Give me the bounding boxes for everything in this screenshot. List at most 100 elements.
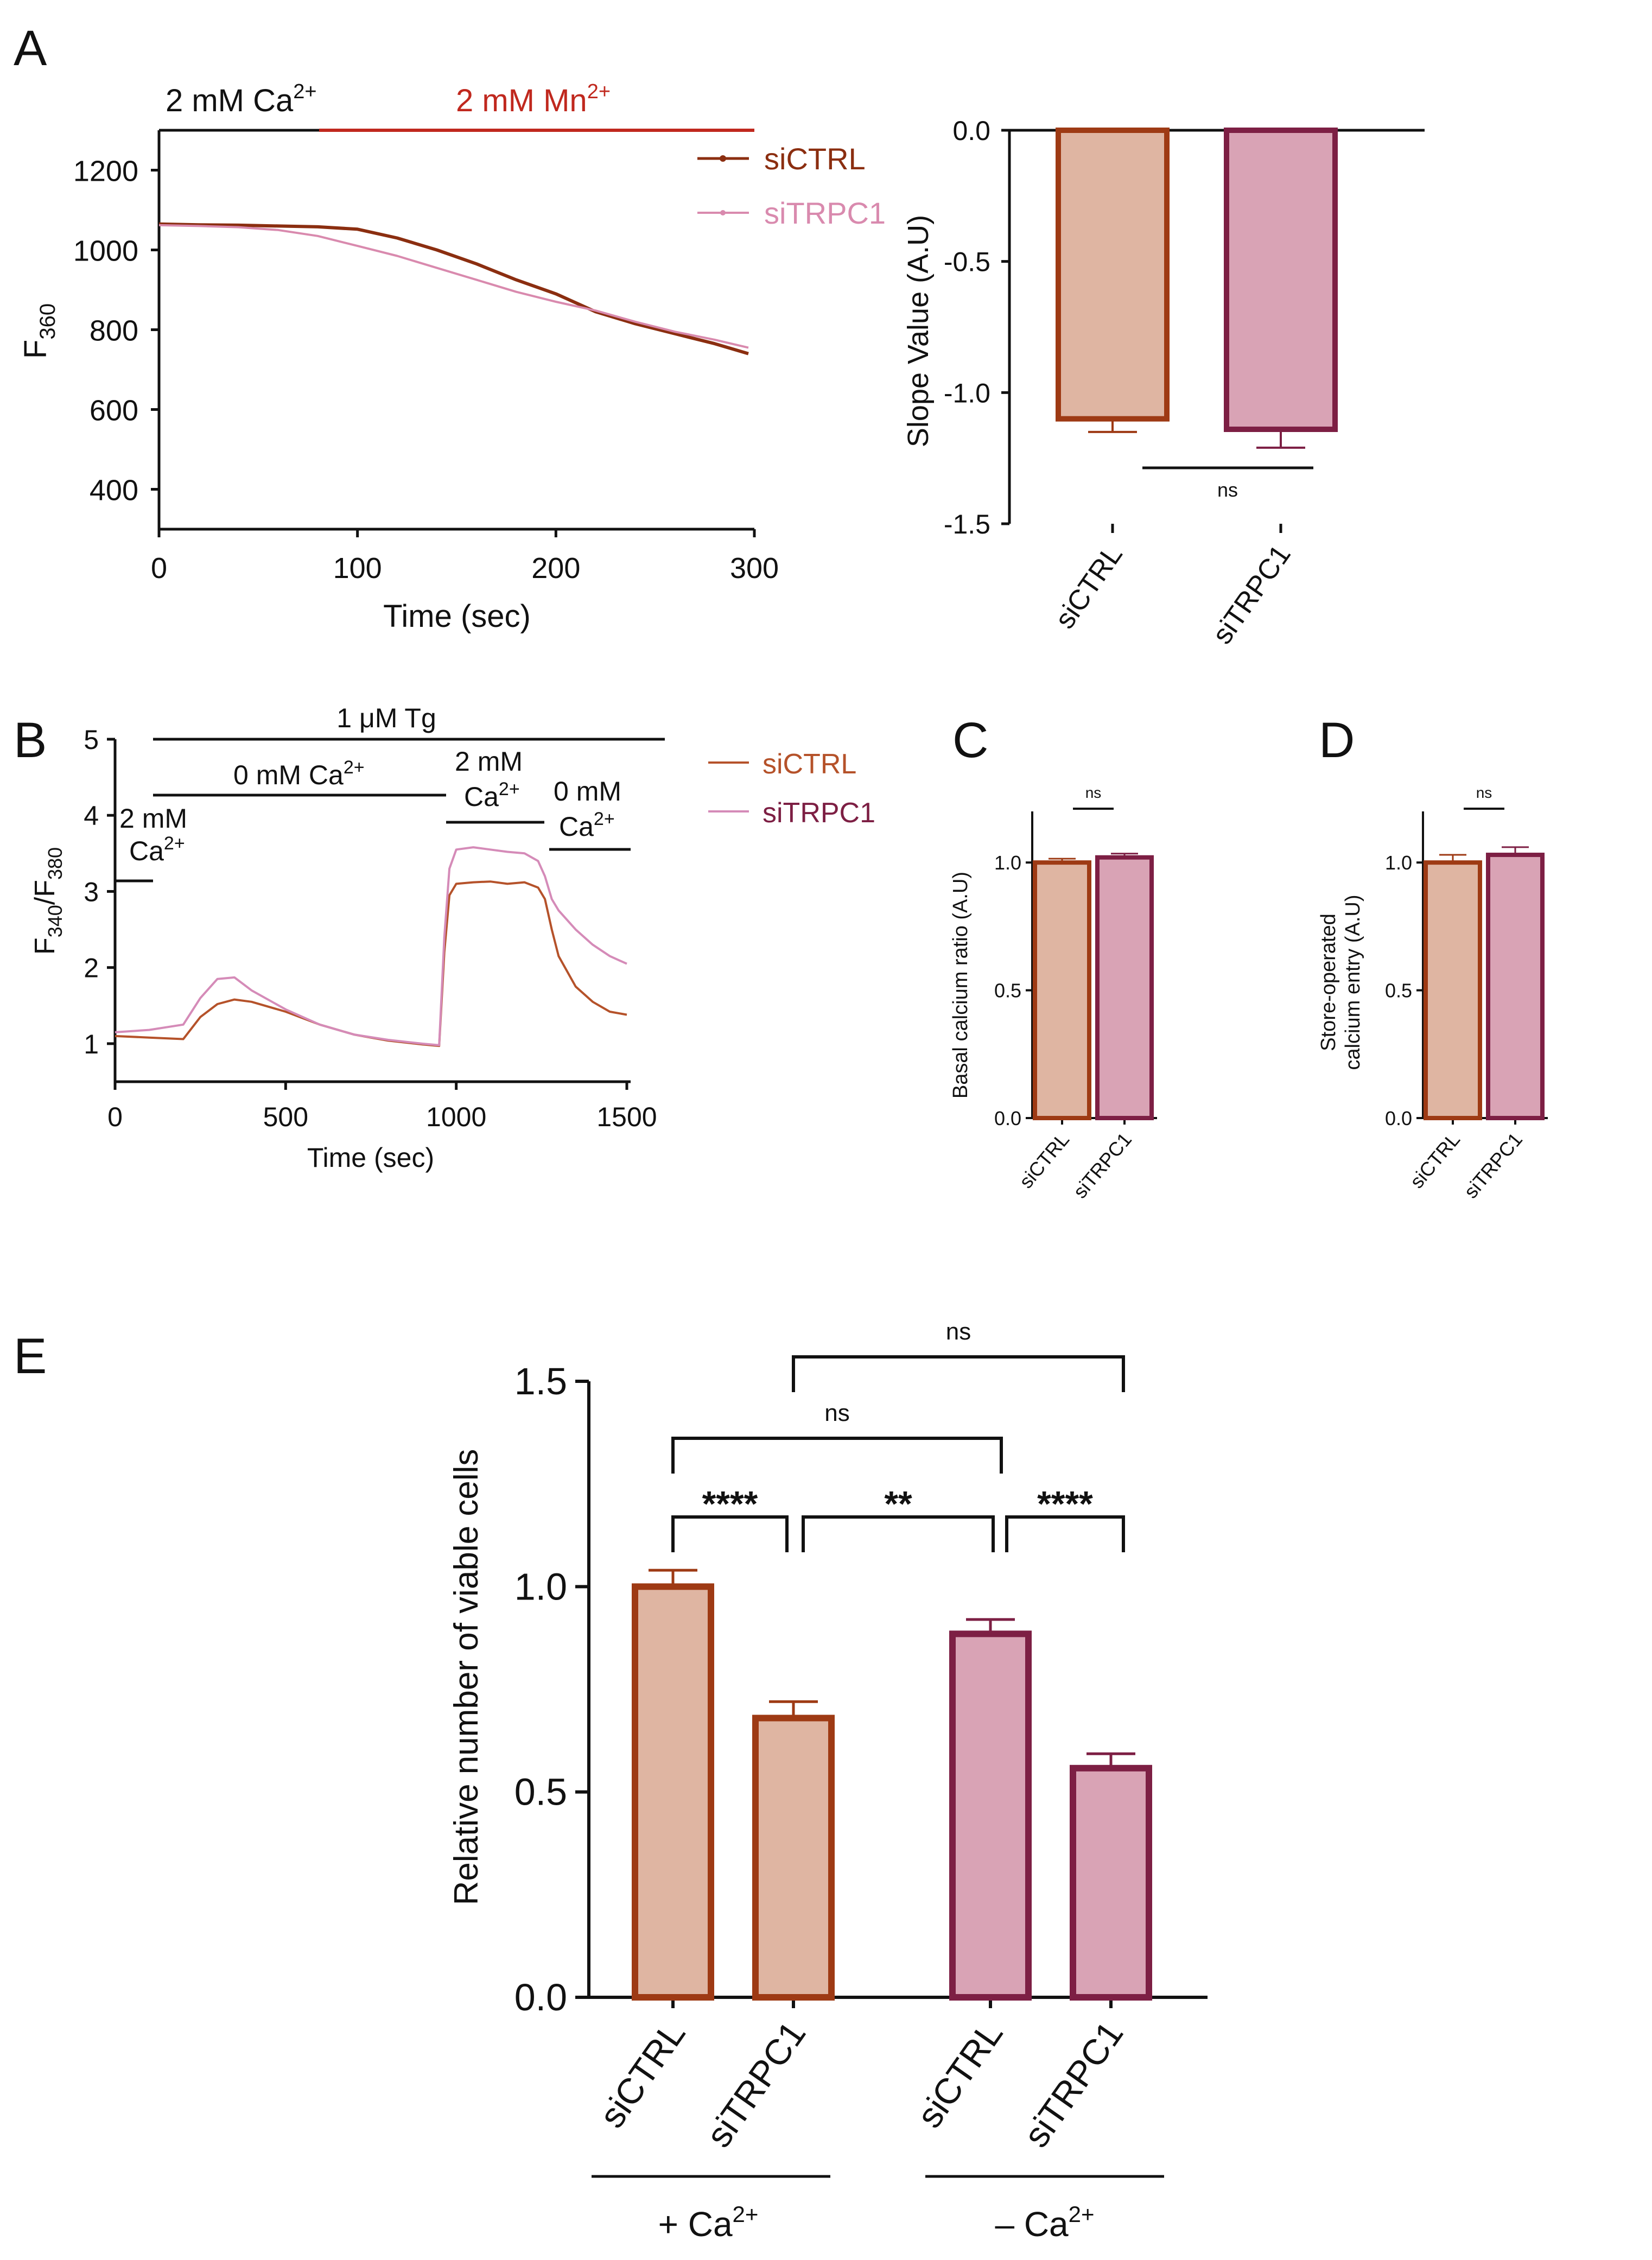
- panel-b-lines: [115, 846, 627, 1048]
- e-xtick-label: siCTRL: [909, 2014, 1011, 2135]
- legend-marker-sictrl: [720, 155, 726, 162]
- e-bar-siTRPC1: [1070, 1764, 1152, 2001]
- panel-b-legend: siCTRL siTRPC1: [708, 748, 875, 829]
- ca2-mid-label-2: Ca2+: [464, 779, 520, 812]
- C-ytick-label: 1.0: [994, 852, 1021, 874]
- D-ytick-label: 0.5: [1385, 980, 1412, 1002]
- C-ytick-label: 0.0: [994, 1107, 1021, 1129]
- panel-a-slope-axes: 0.0 -0.5 -1.0 -1.5 siCTRL siTRPC1: [944, 116, 1425, 650]
- mn-label: 2 mM Mn2+: [456, 80, 611, 118]
- C-sig-label: ns: [1085, 784, 1102, 801]
- panel-a-axes: 400 600 800 1000 1200 0 100 200 300: [73, 130, 779, 585]
- e-sig-label: ****: [1037, 1483, 1093, 1523]
- e-ytick-label: 1.0: [514, 1565, 567, 1608]
- panel-b-axes: 1 2 3 4 5 0 500 1000 1500: [84, 725, 657, 1132]
- D-xtick-label: siCTRL: [1406, 1128, 1465, 1192]
- ca2-left-label-2: Ca2+: [129, 833, 185, 866]
- legend-label-sitrpc1: siTRPC1: [764, 196, 886, 230]
- a-ytick-label: 800: [90, 315, 138, 347]
- b-xtick-label: 1000: [426, 1102, 486, 1132]
- C-bar-siCTRL: [1033, 860, 1091, 1120]
- tg-label: 1 μM Tg: [336, 703, 436, 733]
- e-sig-bracket: [792, 1355, 1125, 1392]
- C-ytick-label: 0.5: [994, 980, 1021, 1002]
- panel-a-slope-bars: ns: [1056, 128, 1338, 501]
- D-sig-label: ns: [1476, 784, 1492, 801]
- ca2-left-label-1: 2 mM: [119, 803, 187, 834]
- e-sig-bracket: [671, 1437, 1003, 1474]
- panel-b: B 1 μM Tg 0 mM Ca2+ 2 mM Ca2+ 2 mM Ca2+ …: [14, 703, 875, 1173]
- panel-b-ylabel: F340/F380: [29, 847, 66, 955]
- e-sig-bracket: [1005, 1515, 1125, 1552]
- b-ytick-label: 1: [84, 1029, 99, 1059]
- a2-ytick-label: -0.5: [944, 247, 990, 277]
- e-bar-siTRPC1: [752, 1715, 835, 2001]
- panel-d-ylabel-2: calcium entry (A.U): [1342, 894, 1364, 1070]
- D-xtick-label: siTRPC1: [1459, 1128, 1527, 1203]
- C-xtick-label: siCTRL: [1015, 1128, 1074, 1192]
- panel-d-letter: D: [1319, 713, 1355, 768]
- panel-a-ylabel: F360: [18, 303, 60, 359]
- a-ytick-label: 600: [90, 395, 138, 427]
- a2-ytick-label: -1.5: [944, 509, 990, 539]
- D-ytick-label: 1.0: [1385, 852, 1412, 874]
- ca2-mid-label-1: 2 mM: [455, 746, 523, 777]
- panel-a-legend: siCTRL siTRPC1: [697, 142, 886, 230]
- e-sig-label: ns: [824, 1400, 849, 1426]
- e-xtick-label: siCTRL: [592, 2014, 693, 2135]
- e-bar-siCTRL: [632, 1583, 714, 2001]
- a2-xtick-label: siTRPC1: [1206, 539, 1297, 650]
- a-xtick-label: 0: [151, 552, 167, 585]
- e-xtick-label: siTRPC1: [698, 2014, 813, 2155]
- a-xtick-label: 300: [730, 552, 779, 585]
- ca0-right-label-1: 0 mM: [554, 776, 621, 807]
- a-series-siCTRL: [158, 222, 749, 355]
- e-bar-siCTRL: [949, 1630, 1032, 2001]
- a-xtick-label: 100: [333, 552, 382, 585]
- ca0-label: 0 mM Ca2+: [233, 757, 365, 790]
- panel-a-lines: [158, 222, 749, 355]
- group-plus-ca-label: + Ca2+: [658, 2201, 759, 2244]
- a2-ytick-label: -1.0: [944, 378, 990, 408]
- b-ytick-label: 2: [84, 953, 99, 983]
- a-ytick-label: 400: [90, 474, 138, 507]
- b-xtick-label: 500: [263, 1102, 308, 1132]
- panel-e-ylabel: Relative number of viable cells: [448, 1449, 485, 1906]
- e-sig-bracket: [671, 1515, 789, 1552]
- b-series-siTRPC1: [115, 846, 627, 1046]
- panel-e-bars: [632, 1569, 1152, 2001]
- panel-a: A 2 mM Ca2+ 2 mM Mn2+ 400 600 800 1000 1200 0…: [14, 21, 886, 634]
- legend-b-label-sictrl: siCTRL: [763, 748, 856, 780]
- a-ytick-label: 1200: [73, 155, 138, 188]
- e-ytick-label: 0.0: [514, 1976, 567, 2018]
- group-minus-ca-label: – Ca2+: [995, 2201, 1094, 2244]
- legend-label-sictrl: siCTRL: [764, 142, 866, 176]
- D-bar-siCTRL: [1424, 860, 1482, 1120]
- b-ytick-label: 4: [84, 801, 99, 831]
- panel-a-slope-ylabel: Slope Value (A.U): [902, 215, 935, 447]
- legend-b-label-sitrpc1: siTRPC1: [763, 797, 875, 829]
- panel-a-letter: A: [14, 21, 47, 76]
- e-ytick-label: 1.5: [514, 1360, 567, 1402]
- a2-bar-siTRPC1: [1224, 128, 1338, 432]
- e-sig-bracket: [802, 1515, 995, 1552]
- D-ytick-label: 0.0: [1385, 1107, 1412, 1129]
- e-sig-label: **: [884, 1483, 912, 1523]
- a2-sig-label: ns: [1217, 479, 1238, 501]
- b-xtick-label: 0: [107, 1102, 123, 1132]
- b-xtick-label: 1500: [596, 1102, 657, 1132]
- panel-b-xlabel: Time (sec): [307, 1142, 434, 1173]
- D-bar-siTRPC1: [1486, 853, 1545, 1120]
- C-bar-siTRPC1: [1095, 855, 1154, 1120]
- legend-marker-sitrpc1: [720, 210, 726, 215]
- panel-a-slope: 0.0 -0.5 -1.0 -1.5 siCTRL siTRPC1 ns Slope Va…: [902, 116, 1425, 650]
- a-ytick-label: 1000: [73, 235, 138, 268]
- b-ytick-label: 5: [84, 725, 99, 755]
- a2-ytick-label: 0.0: [952, 116, 990, 146]
- ca0-right-label-2: Ca2+: [559, 809, 615, 842]
